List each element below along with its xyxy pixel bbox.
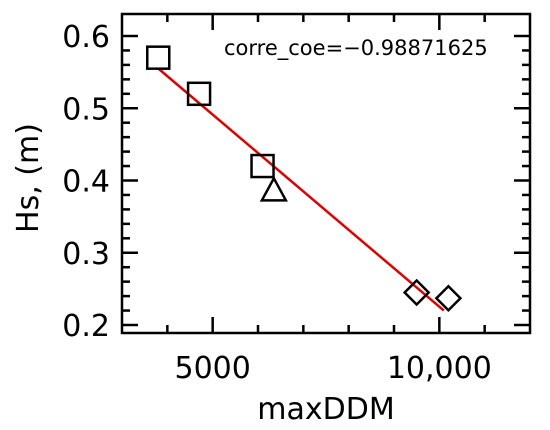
fit-line — [157, 67, 445, 312]
triangle-marker — [259, 175, 288, 202]
axis-ticks — [122, 14, 530, 333]
diamond-marker — [402, 278, 431, 307]
square-marker — [186, 81, 212, 107]
y-tick-label: 0.4 — [62, 165, 110, 200]
y-axis-title: Hs, (m) — [11, 123, 46, 233]
x-tick-label: 5000 — [174, 351, 250, 386]
data-markers — [146, 45, 463, 313]
x-axis-title: maxDDM — [257, 392, 394, 427]
y-tick-label: 0.5 — [62, 92, 110, 127]
y-tick-label: 0.6 — [62, 20, 110, 55]
plot-frame — [120, 12, 532, 335]
x-tick-label: 10,000 — [387, 351, 492, 386]
square-marker — [250, 153, 275, 179]
correlation-annotation: corre_coe=−0.98871625 — [224, 36, 488, 61]
y-tick-label: 0.2 — [62, 309, 110, 344]
square-marker — [146, 45, 171, 70]
axis-tick-labels: 0.2 0.3 0.4 0.5 0.6 5000 10,000 — [62, 20, 492, 386]
y-tick-label: 0.3 — [62, 237, 110, 272]
diamond-marker — [434, 284, 463, 313]
